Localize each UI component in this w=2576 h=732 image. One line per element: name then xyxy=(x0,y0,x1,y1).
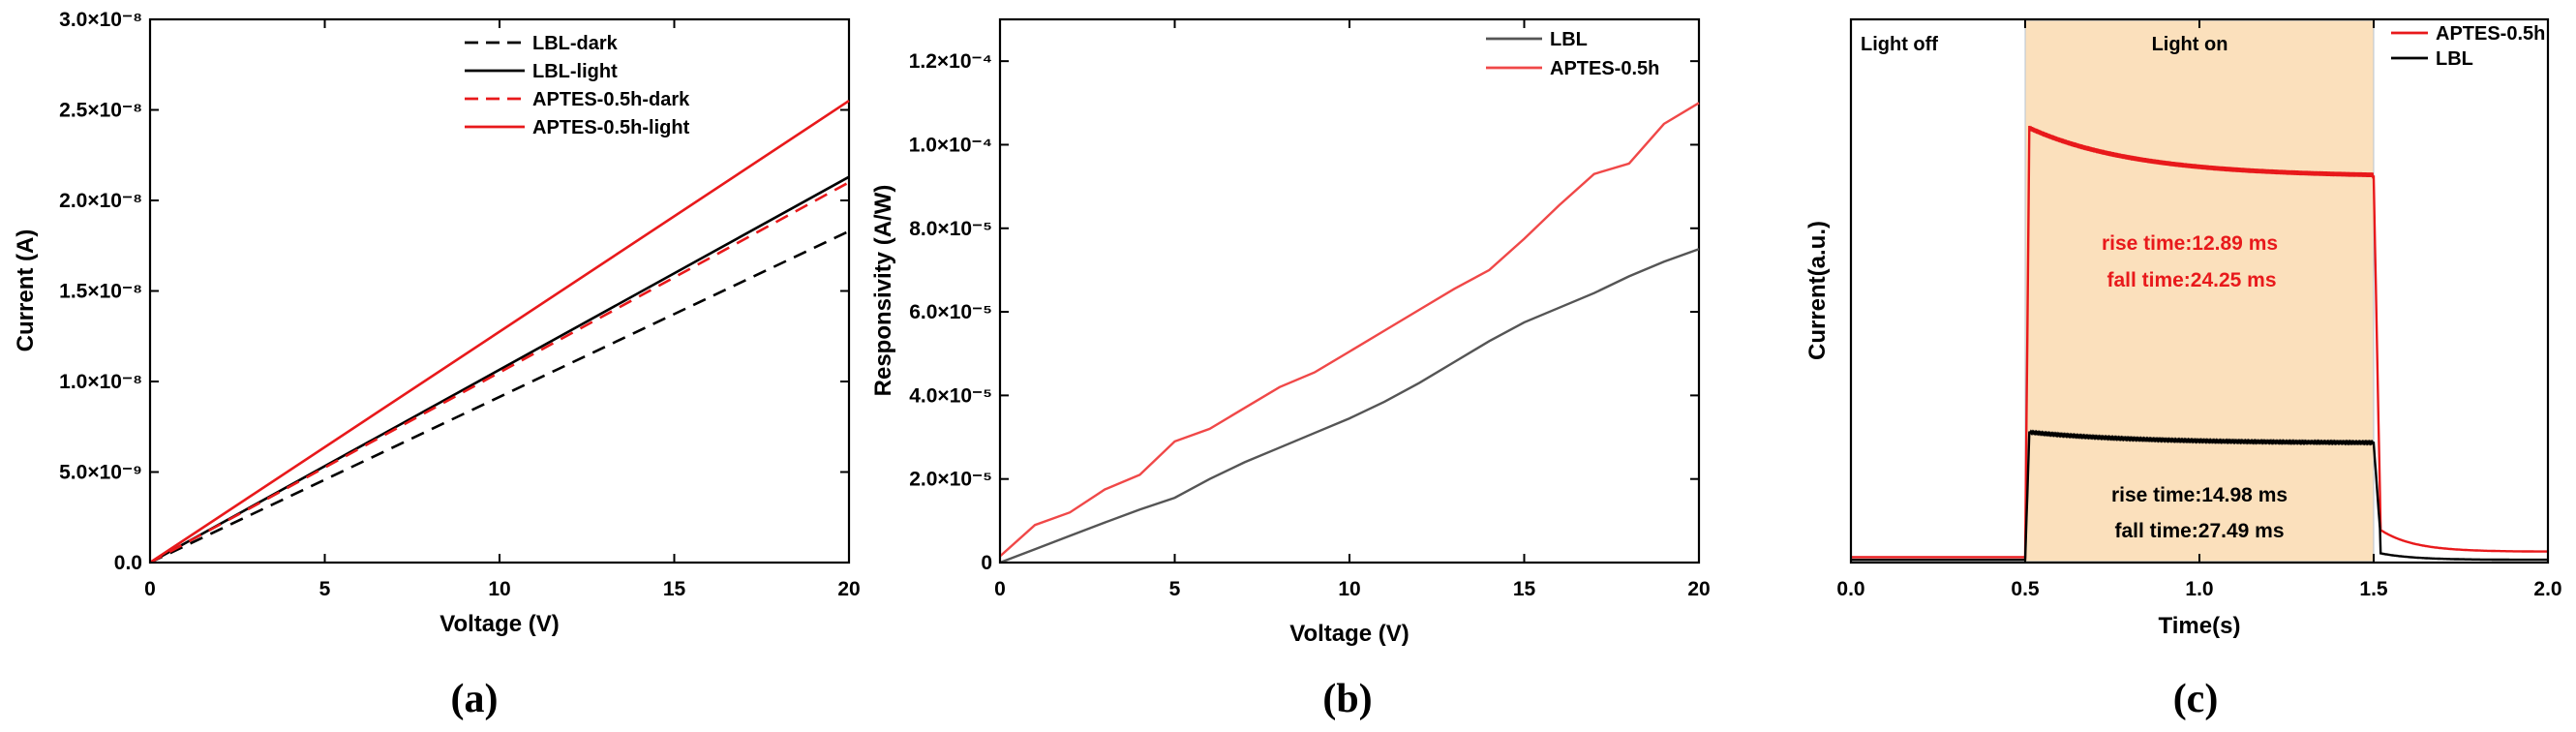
y-tick-label-b: 6.0×10⁻⁵ xyxy=(909,301,992,323)
y-tick-label-b: 8.0×10⁻⁵ xyxy=(909,218,992,240)
y-tick-label-b: 2.0×10⁻⁵ xyxy=(909,469,992,491)
panel-label-b: (b) xyxy=(1322,677,1372,721)
legend-b: LBL APTES-0.5h xyxy=(1486,29,1659,79)
y-axis-label-b: Responsivity (A/W) xyxy=(870,185,896,397)
annotation-aptes-fall: fall time:24.25 ms xyxy=(2106,269,2276,291)
chart-panel-c: 0.0 0.5 1.0 1.5 2.0 Light off Light on rise … xyxy=(1804,17,2562,721)
y-tick-label-a: 0.0 xyxy=(114,552,142,574)
legend-label: LBL xyxy=(2436,48,2473,70)
x-tick-label-b: 20 xyxy=(1687,578,1710,600)
y-tick-label-b: 0 xyxy=(981,552,992,574)
light-on-region xyxy=(2024,19,2375,563)
y-axis-label-a: Current (A) xyxy=(13,229,39,352)
panel-label-a: (a) xyxy=(451,677,499,721)
y-tick-label-b: 1.0×10⁻⁴ xyxy=(909,134,992,156)
series-line-lbl-light xyxy=(149,175,850,564)
x-tick-label-c: 1.5 xyxy=(2359,578,2388,600)
x-tick-label-c: 0.5 xyxy=(2011,578,2040,600)
y-tick-label-a: 5.0×10⁻⁹ xyxy=(59,462,142,484)
annotation-aptes-rise: rise time:12.89 ms xyxy=(2102,232,2278,255)
x-tick-label-b: 10 xyxy=(1338,578,1360,600)
x-tick-label-c: 1.0 xyxy=(2185,578,2213,600)
x-tick-label-c: 2.0 xyxy=(2533,578,2561,600)
legend-label: LBL-dark xyxy=(532,33,619,54)
y-axis-label-c: Current(a.u.) xyxy=(1804,221,1831,360)
x-tick-label-a: 20 xyxy=(837,578,860,600)
chart-panel-b: 0 5 10 15 20 0 2.0×10⁻⁵ 4.0×10⁻⁵ 6.0×10⁻⁵ 8.0×10… xyxy=(870,17,1711,721)
plot-area-b xyxy=(998,17,1701,564)
x-axis-label-b: Voltage (V) xyxy=(1289,621,1409,647)
region-label-light-off: Light off xyxy=(1861,34,1938,55)
series-line-lbl-dark xyxy=(149,229,850,564)
legend-label: LBL xyxy=(1550,29,1588,50)
legend-label: APTES-0.5h xyxy=(2436,23,2545,45)
x-axis-label-a: Voltage (V) xyxy=(439,611,560,637)
x-axis-label-c: Time(s) xyxy=(2159,613,2241,639)
legend-a: LBL-dark LBL-light APTES-0.5h-dark APTES-0.… xyxy=(465,33,690,138)
y-tick-label-a: 2.5×10⁻⁸ xyxy=(59,100,142,122)
x-tick-label-c: 0.0 xyxy=(1836,578,1864,600)
annotation-lbl-fall: fall time:27.49 ms xyxy=(2114,520,2284,542)
annotation-lbl-rise: rise time:14.98 ms xyxy=(2111,484,2288,506)
series-line-aptes-0-5h-light xyxy=(149,100,850,564)
y-tick-label-a: 3.0×10⁻⁸ xyxy=(59,9,142,31)
legend-label: LBL-light xyxy=(532,61,618,82)
legend-label: APTES-0.5h-dark xyxy=(532,89,690,110)
y-tick-label-b: 4.0×10⁻⁵ xyxy=(909,384,992,407)
chart-panel-a: 0 5 10 15 20 0.0 5.0×10⁻⁹ 1.0×10⁻⁸ 1.5×10⁻⁸ 2.0×… xyxy=(13,9,861,721)
x-tick-label-a: 10 xyxy=(488,578,510,600)
plot-area-a xyxy=(148,17,851,564)
legend-label: APTES-0.5h-light xyxy=(532,117,690,138)
x-tick-label-b: 0 xyxy=(994,578,1006,600)
region-label-light-on: Light on xyxy=(2152,34,2228,55)
x-tick-label-b: 15 xyxy=(1513,578,1536,600)
legend-label: APTES-0.5h xyxy=(1550,58,1659,79)
series-line-aptes-0-5h xyxy=(999,102,1700,558)
series-line-lbl xyxy=(1851,429,2548,562)
legend-c: APTES-0.5h LBL xyxy=(2391,23,2545,70)
y-tick-label-a: 1.0×10⁻⁸ xyxy=(59,371,142,393)
x-tick-label-a: 15 xyxy=(663,578,686,600)
y-tick-label-b: 1.2×10⁻⁴ xyxy=(909,50,992,73)
y-tick-label-a: 2.0×10⁻⁸ xyxy=(59,190,142,212)
series-line-aptes-0-5h xyxy=(1851,125,2548,559)
series-line-lbl xyxy=(999,248,1700,564)
x-tick-label-a: 5 xyxy=(319,578,331,600)
panel-label-c: (c) xyxy=(2173,677,2219,721)
x-tick-label-a: 0 xyxy=(144,578,156,600)
y-tick-label-a: 1.5×10⁻⁸ xyxy=(59,281,142,303)
x-tick-label-b: 5 xyxy=(1169,578,1181,600)
